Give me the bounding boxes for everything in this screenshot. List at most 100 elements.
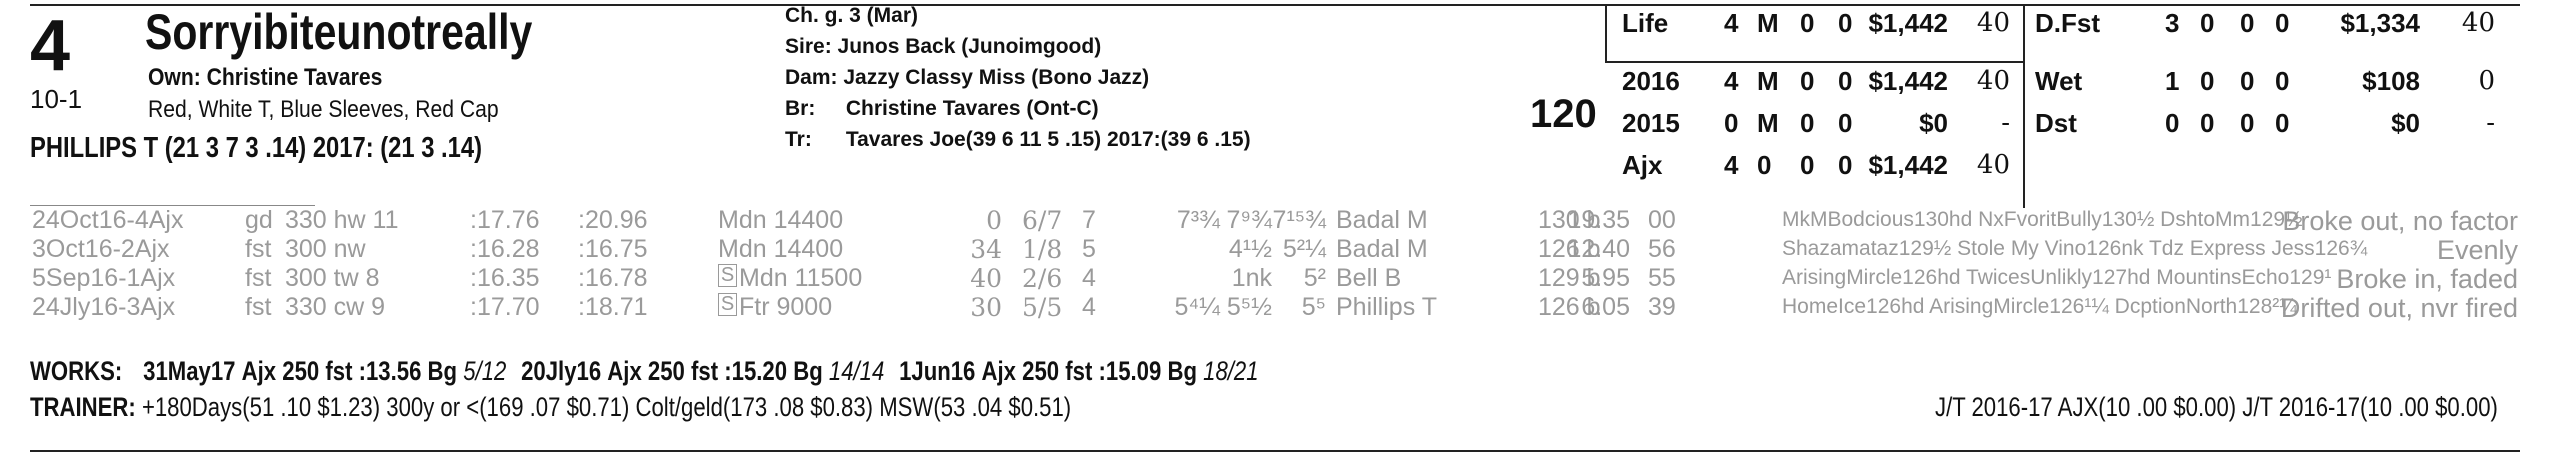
pp-distance: 300 tw 8 — [285, 264, 380, 292]
sex-age: Ch. g. 3 (Mar) — [785, 4, 919, 27]
record-starts: 4 — [1724, 8, 1739, 38]
pp-call2: 7⁹¾ — [1226, 206, 1272, 234]
surface-wins: 0 — [2200, 108, 2215, 138]
record-starts: 0 — [1724, 108, 1739, 138]
record-figure: 40 — [1976, 150, 2010, 180]
pp-frac1: :16.28 — [470, 235, 540, 263]
record-wins: M — [1757, 8, 1779, 38]
surface-places: 0 — [2240, 108, 2255, 138]
surface-earnings: $108 — [2362, 66, 2420, 96]
work-track: Ajx — [241, 356, 277, 386]
surface-shows: 0 — [2275, 108, 2290, 138]
pp-odds: 5.95 — [1581, 264, 1630, 292]
record-figure: 40 — [1976, 66, 2010, 96]
surface-shows: 0 — [2275, 8, 2290, 38]
record-places: 0 — [1800, 8, 1815, 38]
work-item: 31May17 Ajx 250 fst :13.56 Bg 5/12 — [143, 356, 506, 386]
pp-condition: fst — [245, 235, 272, 263]
trainer-stats-line: TRAINER: +180Days(51 .10 $1.23) 300y or … — [30, 392, 1300, 423]
pp-race: Mdn 14400 — [718, 235, 844, 263]
pp-comment-line: MkMBodcious130hd NxFvoritBully130½ Dshto… — [1782, 208, 2303, 231]
pp-remark: Broke out, no factor — [2282, 206, 2518, 236]
work-dist: 250 — [647, 356, 685, 386]
work-rank: 5/12 — [463, 356, 507, 386]
record-figure: 40 — [1976, 8, 2010, 38]
pp-weight: 130 b — [1538, 206, 1601, 234]
pp-jockey: Badal M — [1336, 206, 1428, 234]
record-earnings: $1,442 — [1868, 150, 1948, 180]
pp-speed: 55 — [1648, 264, 1676, 292]
surface-figure: 0 — [2478, 66, 2495, 96]
horse-name: Sorryibiteunotreally — [145, 4, 617, 60]
dam-line: Dam: Jazzy Classy Miss (Bono Jazz) — [785, 62, 1251, 93]
record-earnings: $0 — [1919, 108, 1948, 138]
pp-comment-line: Shazamataz129½ Stole My Vino126nk Tdz Ex… — [1782, 237, 2368, 260]
record-wins: M — [1757, 108, 1779, 138]
breeder-label: Br: — [785, 97, 816, 120]
silks-text: Red, White T, Blue Sleeves, Red Cap — [148, 96, 499, 123]
pp-jockey: Badal M — [1336, 235, 1428, 263]
record-label: 2015 — [1622, 108, 1680, 138]
record-places: 0 — [1800, 108, 1815, 138]
work-track: Ajx — [981, 356, 1017, 386]
work-grade: Bg — [1167, 356, 1197, 386]
surface-label: Wet — [2035, 66, 2083, 96]
pp-weight: 129 b — [1538, 264, 1601, 292]
work-grade: Bg — [427, 356, 458, 386]
record-figure: - — [2001, 108, 2010, 138]
pp-frac2: :16.75 — [578, 235, 648, 263]
record-box-bottom — [1605, 61, 2025, 63]
pp-finish: 5²¼ — [1282, 235, 1326, 263]
surface-earnings: $1,334 — [2340, 8, 2420, 38]
record-box-right — [2023, 4, 2025, 208]
pp-start: 4 — [1082, 264, 1096, 292]
surface-starts: 0 — [2165, 108, 2180, 138]
state-bred-icon: S — [718, 293, 737, 316]
trainer-stats-text: +180Days(51 .10 $1.23) 300y or <(169 .07… — [141, 392, 1072, 422]
bottom-rule — [30, 450, 2520, 452]
pp-distance: 330 hw 11 — [285, 206, 399, 234]
sire-line: Sire: Junos Back (Junoimgood) — [785, 31, 1251, 62]
trainer-value: Tavares Joe(39 6 11 5 .15) 2017:(39 6 .1… — [845, 128, 1251, 151]
pp-date: 3Oct16-2Ajx — [32, 235, 170, 263]
weight: 120 — [1530, 92, 1597, 136]
pp-finish: 5⁵ — [1301, 293, 1326, 321]
surface-earnings: $0 — [2391, 108, 2420, 138]
work-date: 31May17 — [143, 356, 236, 386]
pp-call2: 5⁵½ — [1226, 293, 1272, 321]
record-shows: 0 — [1838, 66, 1853, 96]
pp-start: 5 — [1082, 235, 1096, 263]
pp-speed: 00 — [1648, 206, 1676, 234]
record-places: 0 — [1800, 66, 1815, 96]
pp-condition: fst — [245, 264, 272, 292]
pp-race: Mdn 14400 — [718, 206, 844, 234]
jt-stats: J/T 2016-17 AJX(10 .00 $0.00) J/T 2016-1… — [1935, 392, 2550, 423]
breeder-value: Christine Tavares (Ont-C) — [845, 97, 1099, 120]
horse-name-text: Sorryibiteunotreally — [145, 4, 533, 60]
work-cond: fst — [691, 356, 719, 386]
works-items: 31May17 Ajx 250 fst :13.56 Bg 5/12 20Jly1… — [128, 356, 1258, 386]
record-label: 2016 — [1622, 66, 1680, 96]
work-item: 20Jly16 Ajx 250 fst :15.20 Bg 14/14 — [521, 356, 884, 386]
record-box-left — [1605, 4, 1607, 63]
surface-shows: 0 — [2275, 66, 2290, 96]
pp-race: S Mdn 11500 — [718, 264, 862, 293]
pp-remark: Evenly — [2436, 235, 2518, 265]
pp-odds: 12.40 — [1567, 235, 1630, 263]
trainer-stats-content: TRAINER: +180Days(51 .10 $1.23) 300y or … — [30, 392, 1071, 423]
surface-label: D.Fst — [2035, 8, 2100, 38]
work-date: 1Jun16 — [899, 356, 976, 386]
pp-post: 1/8 — [1022, 235, 1063, 264]
pp-start: 7 — [1082, 206, 1096, 234]
pp-call2: 4¹½ — [1228, 235, 1272, 263]
pp-condition: fst — [245, 293, 272, 321]
works-content: WORKS: 31May17 Ajx 250 fst :13.56 Bg 5/1… — [30, 356, 1259, 387]
pp-condition: gd — [245, 206, 273, 234]
record-wins: 0 — [1757, 150, 1772, 180]
work-dist: 250 — [282, 356, 320, 386]
record-label: Ajx — [1622, 150, 1663, 180]
pp-frac2: :20.96 — [578, 206, 648, 234]
works-label: WORKS: — [30, 356, 123, 386]
work-rank: 18/21 — [1203, 356, 1259, 386]
breeder-line: Br: Christine Tavares (Ont-C) — [785, 93, 1251, 124]
